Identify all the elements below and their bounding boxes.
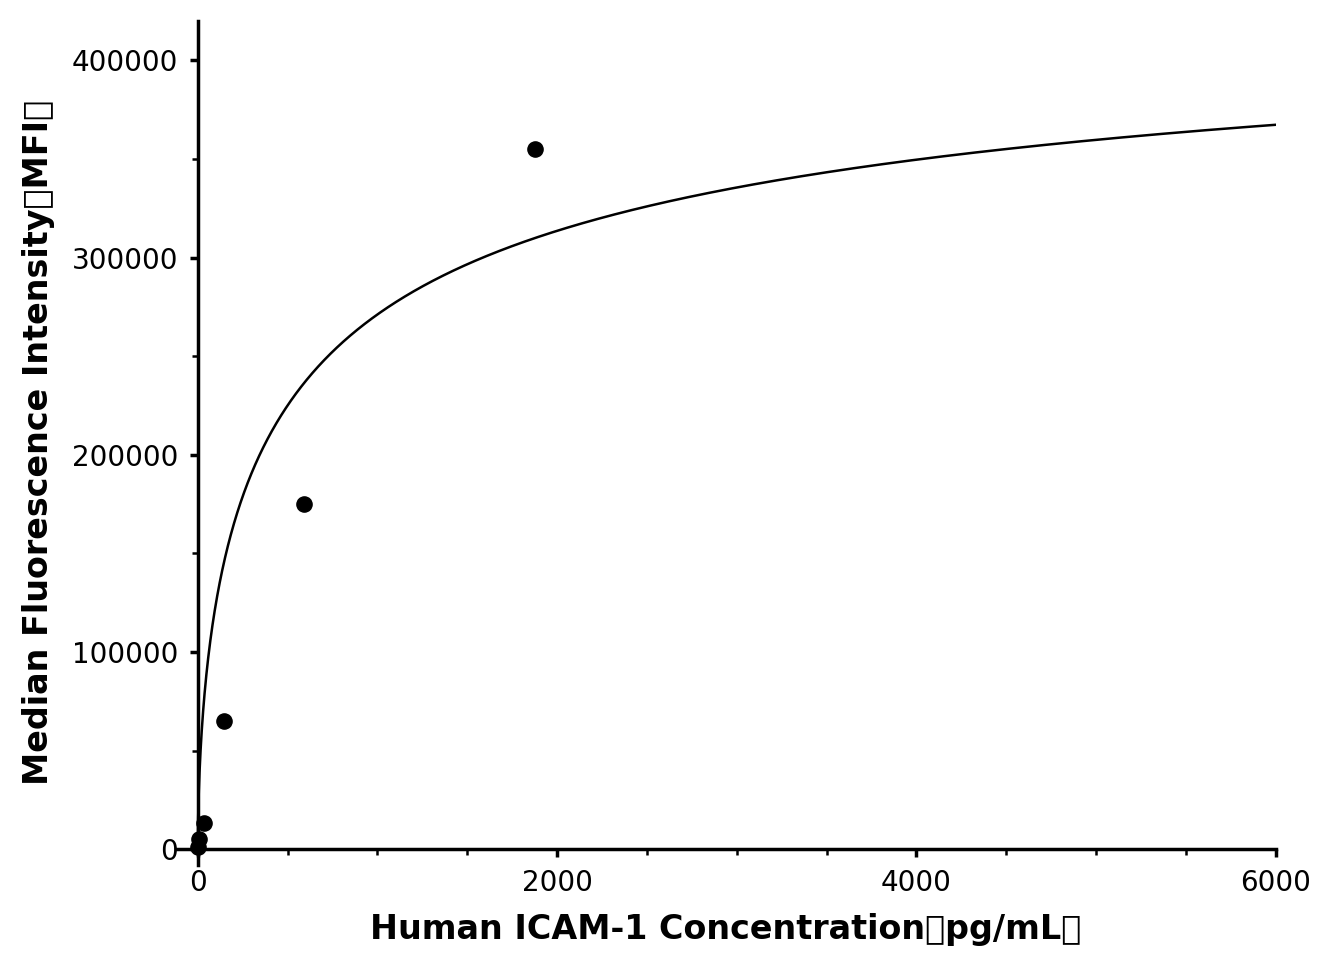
Point xyxy=(293,496,314,512)
Y-axis label: Median Fluorescence Intensity（MFI）: Median Fluorescence Intensity（MFI） xyxy=(23,101,55,786)
Point xyxy=(523,141,545,157)
Point xyxy=(193,815,214,830)
Point xyxy=(189,831,210,847)
Point xyxy=(213,713,234,729)
Point xyxy=(186,839,208,855)
X-axis label: Human ICAM-1 Concentration（pg/mL）: Human ICAM-1 Concentration（pg/mL） xyxy=(370,914,1082,947)
